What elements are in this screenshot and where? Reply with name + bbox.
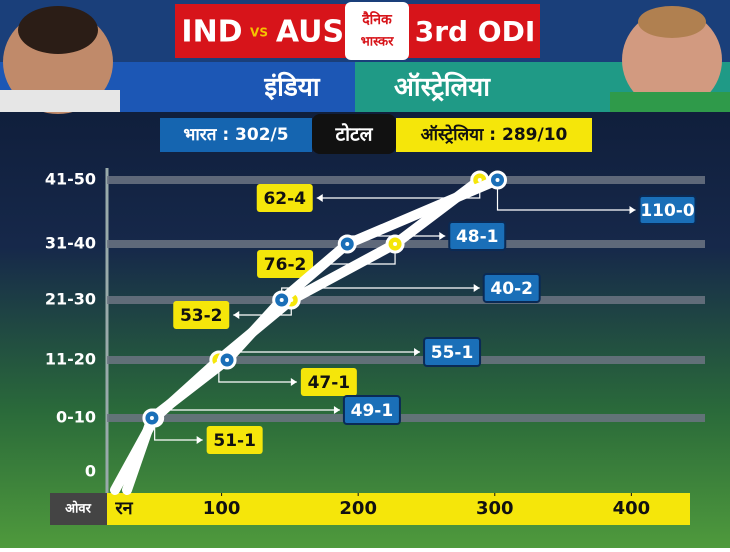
x-tick-label: 400 — [613, 498, 651, 519]
data-label: 76-2 — [264, 255, 307, 275]
data-label: 53-2 — [180, 306, 223, 326]
point-centre — [149, 416, 154, 420]
team1-hindi: इंडिया — [263, 72, 320, 103]
total: टोटल — [335, 123, 374, 146]
label-box — [638, 195, 697, 225]
arrow-head — [196, 436, 203, 444]
grid-band — [107, 356, 705, 364]
label-box — [448, 221, 507, 251]
y-tick-label: 11-20 — [45, 350, 96, 369]
score1: भारत : 302/5 — [183, 125, 288, 145]
x-tick-label: 200 — [339, 498, 377, 519]
logo-text: भास्कर — [361, 35, 395, 50]
grid-band — [107, 176, 705, 184]
y-tick-label: 0 — [85, 462, 96, 481]
vs: VS — [250, 26, 268, 40]
data-label: 51-1 — [213, 431, 256, 451]
score2-box — [396, 118, 592, 152]
grid-band — [107, 240, 705, 248]
arrow-head — [473, 284, 480, 292]
grid-band — [107, 296, 705, 304]
x-axis-band — [107, 493, 690, 525]
total-box — [312, 114, 396, 154]
label-box — [342, 395, 401, 425]
data-label: 55-1 — [431, 343, 474, 363]
team2-hindi: ऑस्ट्रेलिया — [394, 72, 491, 103]
label-box — [257, 250, 314, 278]
team1: IND — [181, 15, 242, 50]
y-tick-label: 21-30 — [45, 290, 96, 309]
logo — [345, 2, 409, 60]
arrow-head — [316, 194, 323, 202]
player1-photo — [0, 6, 120, 114]
connector — [496, 180, 636, 211]
data-label: 48-1 — [456, 227, 499, 247]
y-axis-label: ओवर — [65, 501, 92, 517]
arrow-head — [629, 206, 636, 214]
y-tick-label: 41-50 — [45, 170, 96, 189]
data-label: 47-1 — [308, 373, 351, 393]
logo-text: दैनिक — [361, 11, 393, 28]
arrow-head — [439, 232, 446, 240]
x-axis-label: रन — [114, 498, 133, 519]
lead-segment — [122, 413, 157, 495]
label-box — [256, 184, 313, 212]
label-box — [300, 368, 357, 396]
y-tick-label: 31-40 — [45, 234, 96, 253]
data-label: 40-2 — [490, 279, 533, 299]
point-centre — [495, 178, 500, 182]
label-box — [206, 426, 263, 454]
point-centre — [393, 242, 398, 246]
point-centre — [279, 298, 284, 302]
arrow-head — [290, 378, 297, 386]
label-box — [423, 337, 482, 367]
label-box — [173, 301, 230, 329]
team2: AUS — [276, 15, 344, 50]
x-tick-label: 300 — [476, 498, 514, 519]
match: 3rd ODI — [415, 15, 536, 48]
point-centre — [225, 358, 230, 362]
x-tick-label: 100 — [203, 498, 241, 519]
data-label: 110-0 — [640, 201, 695, 221]
player2-photo — [610, 6, 730, 112]
data-label: 62-4 — [263, 189, 306, 209]
grid-band — [107, 414, 705, 422]
score1-box — [160, 118, 312, 152]
y-tick-label: 0-10 — [56, 408, 96, 427]
arrow-head — [414, 348, 421, 356]
y-label-box — [50, 493, 107, 525]
data-label: 49-1 — [351, 401, 394, 421]
score2: ऑस्ट्रेलिया : 289/10 — [421, 124, 568, 145]
arrow-head — [233, 311, 240, 319]
point-centre — [477, 178, 482, 182]
point-centre — [345, 242, 350, 246]
arrow-head — [333, 406, 340, 414]
label-box — [482, 273, 541, 303]
